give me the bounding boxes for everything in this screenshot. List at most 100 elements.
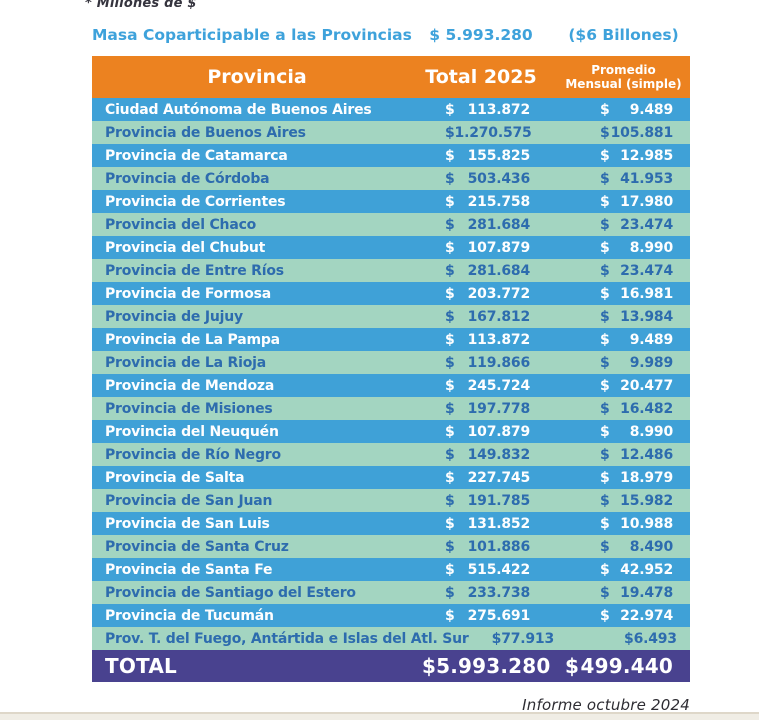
table-row: Provincia de Misiones $ 197.778 $ 16.482: [92, 397, 690, 420]
currency-symbol: $: [600, 515, 610, 532]
total-2025-cell: $ 515.422: [422, 562, 540, 578]
promedio-mensual-cell: $ 9.489: [557, 102, 690, 118]
promedio-mensual-value: 6.493: [633, 630, 677, 647]
province-name: Provincia de Catamarca: [105, 147, 288, 164]
total-2025-cell: $ 113.872: [422, 332, 540, 348]
total-2025-value: 119.866: [467, 354, 531, 371]
total-2025-cell: $ 227.745: [422, 470, 540, 486]
promedio-mensual-cell: $ 12.486: [557, 447, 690, 463]
promedio-mensual-value: 9.489: [629, 101, 673, 118]
promedio-mensual-value: 42.952: [620, 561, 673, 578]
total-2025-cell: $ 113.872: [422, 102, 540, 118]
total-2025-value: 197.778: [467, 400, 531, 417]
promedio-mensual-cell: $ 8.990: [557, 240, 690, 256]
promedio-mensual-cell: $ 16.482: [557, 401, 690, 417]
province-name: Provincia de Formosa: [105, 285, 271, 302]
total-2025-cell: $ 197.778: [422, 401, 540, 417]
promedio-mensual-cell: $ 42.952: [557, 562, 690, 578]
promedio-mensual-value: 23.474: [620, 216, 673, 233]
currency-symbol: $: [445, 400, 455, 417]
currency-symbol: $: [600, 308, 610, 325]
table-row: Provincia de San Luis $ 131.852 $ 10.988: [92, 512, 690, 535]
total-2025-cell: $ 203.772: [422, 286, 540, 302]
promedio-mensual-cell: $ 8.490: [557, 539, 690, 555]
total-2025-value: 113.872: [467, 101, 531, 118]
currency-symbol: $: [600, 446, 610, 463]
province-name: Provincia del Chaco: [105, 216, 257, 233]
promedio-mensual-cell: $ 13.984: [557, 309, 690, 325]
currency-symbol: $: [445, 377, 455, 394]
table-row: Provincia de Santa Cruz $ 101.886 $ 8.49…: [92, 535, 690, 558]
header-total-2025: Total 2025: [425, 66, 537, 88]
total-2025-value: 155.825: [467, 147, 531, 164]
promedio-mensual-value: 19.478: [620, 584, 673, 601]
promedio-mensual-cell: $ 23.474: [557, 263, 690, 279]
total-row-promedio: $ 499.440: [557, 654, 690, 678]
province-name: Provincia del Chubut: [105, 239, 266, 256]
header-promedio-line2: Mensual (simple): [565, 77, 682, 91]
currency-symbol: $: [445, 469, 455, 486]
total-2025-cell: $ 101.886: [422, 539, 540, 555]
total-2025-value: 167.812: [467, 308, 531, 325]
total-2025-value: 113.872: [467, 331, 531, 348]
promedio-mensual-value: 13.984: [620, 308, 673, 325]
total-2025-value: 1.270.575: [454, 124, 532, 141]
province-name: Provincia de Tucumán: [105, 607, 274, 624]
province-name: Provincia de Santa Cruz: [105, 538, 289, 555]
table-row: Provincia de Tucumán $ 275.691 $ 22.974: [92, 604, 690, 627]
province-name: Provincia de Salta: [105, 469, 245, 486]
total-2025-value: 245.724: [467, 377, 531, 394]
currency-symbol: $: [445, 607, 455, 624]
total-2025-cell: $ 119.866: [422, 355, 540, 371]
table-row: Provincia del Chaco $ 281.684 $ 23.474: [92, 213, 690, 236]
province-name: Provincia de Misiones: [105, 400, 273, 417]
total-row-total-value: 5.993.280: [436, 654, 551, 678]
currency-symbol: $: [600, 216, 610, 233]
currency-symbol: $: [445, 561, 455, 578]
promedio-mensual-value: 16.981: [620, 285, 673, 302]
currency-symbol: $: [445, 446, 455, 463]
province-name: Provincia de Santiago del Estero: [105, 584, 356, 601]
table-row: Provincia del Chubut $ 107.879 $ 8.990: [92, 236, 690, 259]
total-2025-value: 77.913: [501, 630, 555, 647]
summary-label: Masa Coparticipable a las Provincias: [92, 26, 412, 44]
currency-symbol: $: [600, 101, 610, 118]
total-2025-cell: $ 149.832: [422, 447, 540, 463]
summary-amount: $ 5.993.280: [429, 26, 533, 44]
table-row: Provincia de Buenos Aires $ 1.270.575 $ …: [92, 121, 690, 144]
summary-row: Masa Coparticipable a las Provincias $ 5…: [92, 24, 690, 46]
total-2025-value: 281.684: [467, 216, 531, 233]
table-row: Provincia de Córdoba $ 503.436 $ 41.953: [92, 167, 690, 190]
currency-symbol: $: [445, 124, 455, 141]
table-body: Ciudad Autónoma de Buenos Aires $ 113.87…: [92, 98, 690, 650]
table-row: Provincia de La Pampa $ 113.872 $ 9.489: [92, 328, 690, 351]
currency-symbol: $: [600, 423, 610, 440]
units-note: * Millones de $: [85, 0, 197, 11]
currency-symbol: $: [565, 654, 580, 678]
currency-symbol: $: [600, 285, 610, 302]
promedio-mensual-value: 12.486: [620, 446, 673, 463]
currency-symbol: $: [445, 147, 455, 164]
coparticipation-table: Provincia Total 2025 Promedio Mensual (s…: [92, 56, 690, 682]
promedio-mensual-cell: $ 20.477: [557, 378, 690, 394]
province-name: Prov. T. del Fuego, Antártida e Islas de…: [105, 630, 469, 647]
currency-symbol: $: [445, 538, 455, 555]
currency-symbol: $: [491, 630, 502, 647]
province-name: Provincia de Jujuy: [105, 308, 243, 325]
promedio-mensual-value: 9.989: [629, 354, 673, 371]
province-name: Provincia del Neuquén: [105, 423, 279, 440]
page-bottom-edge: [0, 712, 759, 720]
total-2025-cell: $ 1.270.575: [422, 125, 540, 141]
promedio-mensual-cell: $ 17.980: [557, 194, 690, 210]
promedio-mensual-cell: $ 8.990: [557, 424, 690, 440]
promedio-mensual-value: 17.980: [620, 193, 673, 210]
header-provincia: Provincia: [207, 66, 307, 88]
table-row: Provincia de Formosa $ 203.772 $ 16.981: [92, 282, 690, 305]
promedio-mensual-value: 8.990: [629, 423, 673, 440]
promedio-mensual-cell: $ 23.474: [557, 217, 690, 233]
total-2025-value: 131.852: [467, 515, 531, 532]
total-2025-value: 107.879: [467, 239, 531, 256]
total-2025-value: 233.738: [467, 584, 531, 601]
province-name: Provincia de San Luis: [105, 515, 270, 532]
header-promedio-line1: Promedio: [591, 62, 656, 77]
